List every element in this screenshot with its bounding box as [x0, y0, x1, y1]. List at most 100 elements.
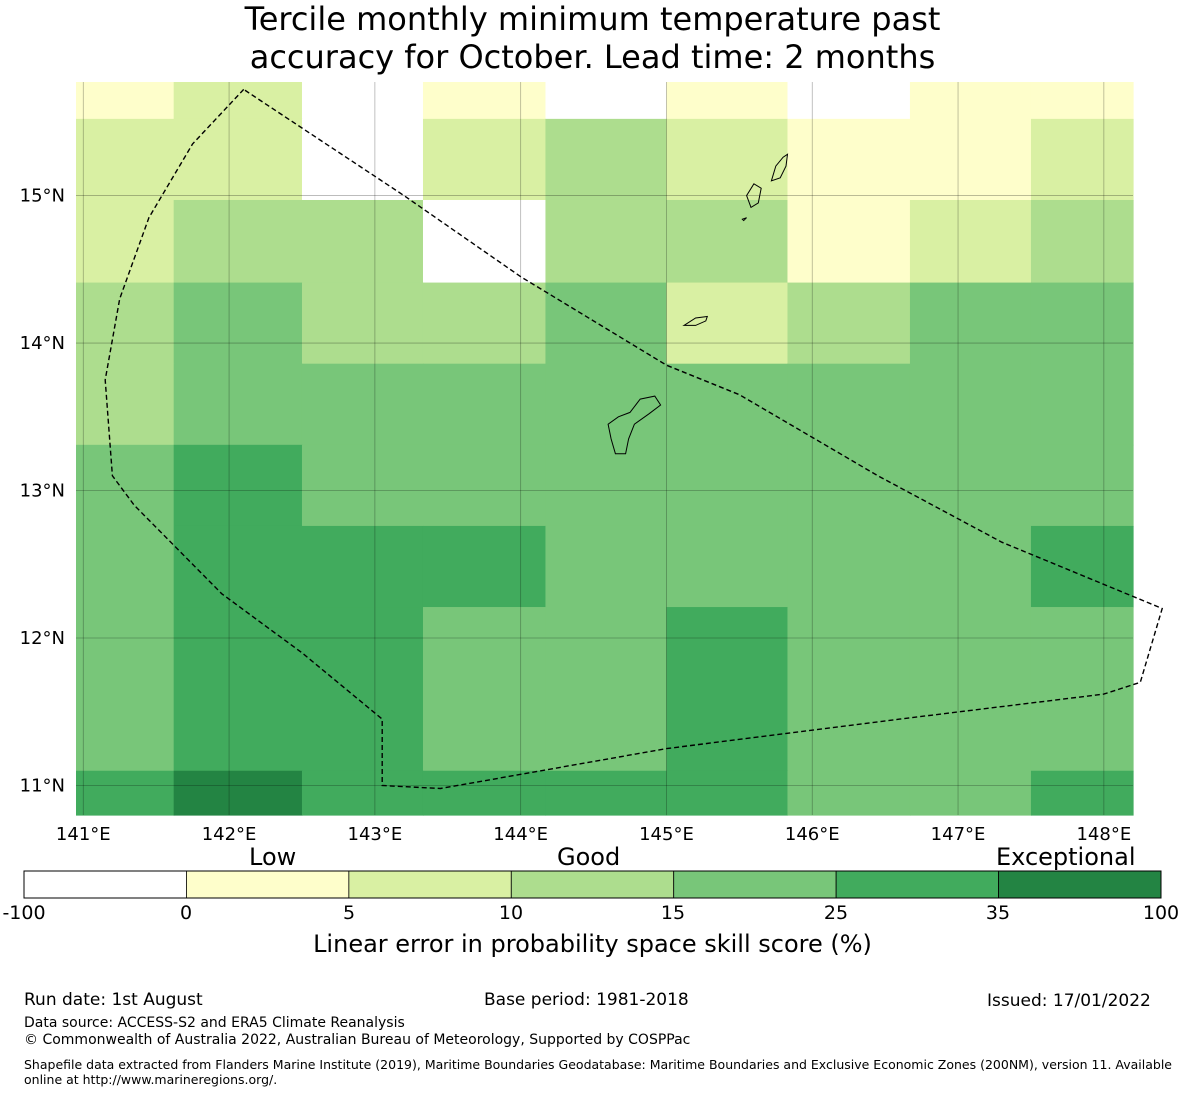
colorbar-segment — [510, 870, 675, 899]
grid-cell — [909, 607, 1032, 772]
grid-cell — [76, 82, 175, 120]
grid-cell — [422, 282, 547, 365]
latitude-label: 14°N — [20, 333, 65, 354]
grid-cell — [909, 363, 1032, 446]
longitude-label: 142°E — [202, 824, 257, 845]
island-outline — [746, 183, 762, 209]
grid-cell — [1030, 770, 1134, 816]
colorbar-tick: 15 — [660, 902, 686, 924]
colorbar-label-exceptional: Exceptional — [996, 843, 1136, 871]
grid-cell — [545, 82, 668, 120]
colorbar-tick: 25 — [823, 902, 849, 924]
island-outline — [682, 315, 709, 326]
colorbar-segment — [998, 870, 1162, 899]
grid-cell — [422, 444, 547, 527]
grid-cell — [301, 525, 424, 608]
skill-score-grid — [76, 82, 1134, 816]
grid-cell — [1030, 118, 1134, 201]
grid-cell — [909, 82, 1032, 120]
grid-cell — [545, 363, 668, 446]
grid-cell — [1030, 282, 1134, 365]
longitude-label: 148°E — [1076, 824, 1131, 845]
grid-cell — [666, 525, 789, 608]
grid-cell — [909, 118, 1032, 201]
longitude-label: 147°E — [931, 824, 986, 845]
grid-cell — [787, 118, 911, 201]
grid-cell — [422, 770, 547, 816]
grid-cell — [173, 118, 303, 201]
grid-cell — [173, 525, 303, 608]
grid-cell — [173, 770, 303, 816]
grid-cell — [666, 199, 789, 284]
longitude-label: 145°E — [639, 824, 694, 845]
grid-cell — [1030, 525, 1134, 608]
grid-cell — [545, 607, 668, 772]
grid-cell — [666, 607, 789, 772]
colorbar-tick: 5 — [342, 902, 356, 924]
colorbar-tick: -100 — [2, 902, 46, 924]
eez-boundary — [104, 88, 1164, 790]
grid-cell — [787, 770, 911, 816]
grid-cell — [545, 199, 668, 284]
grid-cell — [909, 770, 1032, 816]
map-title-line-1: Tercile monthly minimum temperature past — [244, 0, 941, 38]
colorbar-tick: 100 — [1142, 902, 1180, 924]
grid-cell — [909, 444, 1032, 527]
issued-date: Issued: 17/01/2022 — [987, 991, 1151, 1011]
run-date: Run date: 1st August — [24, 990, 203, 1010]
grid-cell — [76, 199, 175, 284]
coastlines — [607, 153, 789, 455]
grid-cell — [76, 363, 175, 446]
map-title: Tercile monthly minimum temperature past… — [0, 0, 1185, 76]
grid-cell — [301, 199, 424, 284]
grid-cell — [301, 444, 424, 527]
grid-cell — [422, 607, 547, 772]
colorbar-label-good: Good — [557, 843, 621, 871]
grid-cell — [787, 363, 911, 446]
grid-cell — [173, 199, 303, 284]
longitude-label: 143°E — [348, 824, 403, 845]
colorbar-tick: 10 — [498, 902, 524, 924]
grid-cell — [76, 770, 175, 816]
island-outline — [741, 217, 747, 222]
colorbar-title: Linear error in probability space skill … — [313, 930, 872, 958]
latitude-label: 15°N — [20, 186, 65, 207]
grid-cell — [301, 770, 424, 816]
grid-cell — [422, 525, 547, 608]
grid-cell — [301, 607, 424, 772]
longitude-labels: 141°E 142°E 143°E 144°E 145°E 146°E 147°E 148°E — [56, 824, 1131, 845]
grid-cell — [173, 607, 303, 772]
longitude-label: 146°E — [785, 824, 840, 845]
grid-cell — [787, 607, 911, 772]
map-title-line-2: accuracy for October. Lead time: 2 month… — [249, 38, 936, 76]
grid-cell — [76, 444, 175, 527]
grid-cell — [1030, 363, 1134, 446]
island-outline — [770, 153, 789, 182]
grid-cell — [787, 525, 911, 608]
copyright: © Commonwealth of Australia 2022, Austra… — [24, 1032, 691, 1048]
grid-cell — [666, 282, 789, 365]
grid-cell — [545, 118, 668, 201]
longitude-label: 141°E — [56, 824, 111, 845]
grid-cell — [1030, 82, 1134, 120]
graticule — [76, 82, 1133, 815]
grid-cell — [666, 118, 789, 201]
grid-cell — [909, 199, 1032, 284]
island-outline — [607, 395, 662, 455]
data-source: Data source: ACCESS-S2 and ERA5 Climate … — [24, 1015, 405, 1031]
grid-cell — [301, 363, 424, 446]
longitude-label: 144°E — [493, 824, 548, 845]
base-period: Base period: 1981-2018 — [484, 990, 689, 1010]
latitude-label: 13°N — [20, 481, 65, 502]
grid-cell — [666, 82, 789, 120]
grid-cell — [545, 770, 668, 816]
grid-cell — [173, 444, 303, 527]
grid-cell — [1030, 444, 1134, 527]
grid-cell — [76, 607, 175, 772]
grid-cell — [76, 118, 175, 201]
grid-cell — [1030, 199, 1134, 284]
grid-cell — [666, 770, 789, 816]
grid-cell — [173, 363, 303, 446]
colorbar — [23, 870, 1162, 899]
